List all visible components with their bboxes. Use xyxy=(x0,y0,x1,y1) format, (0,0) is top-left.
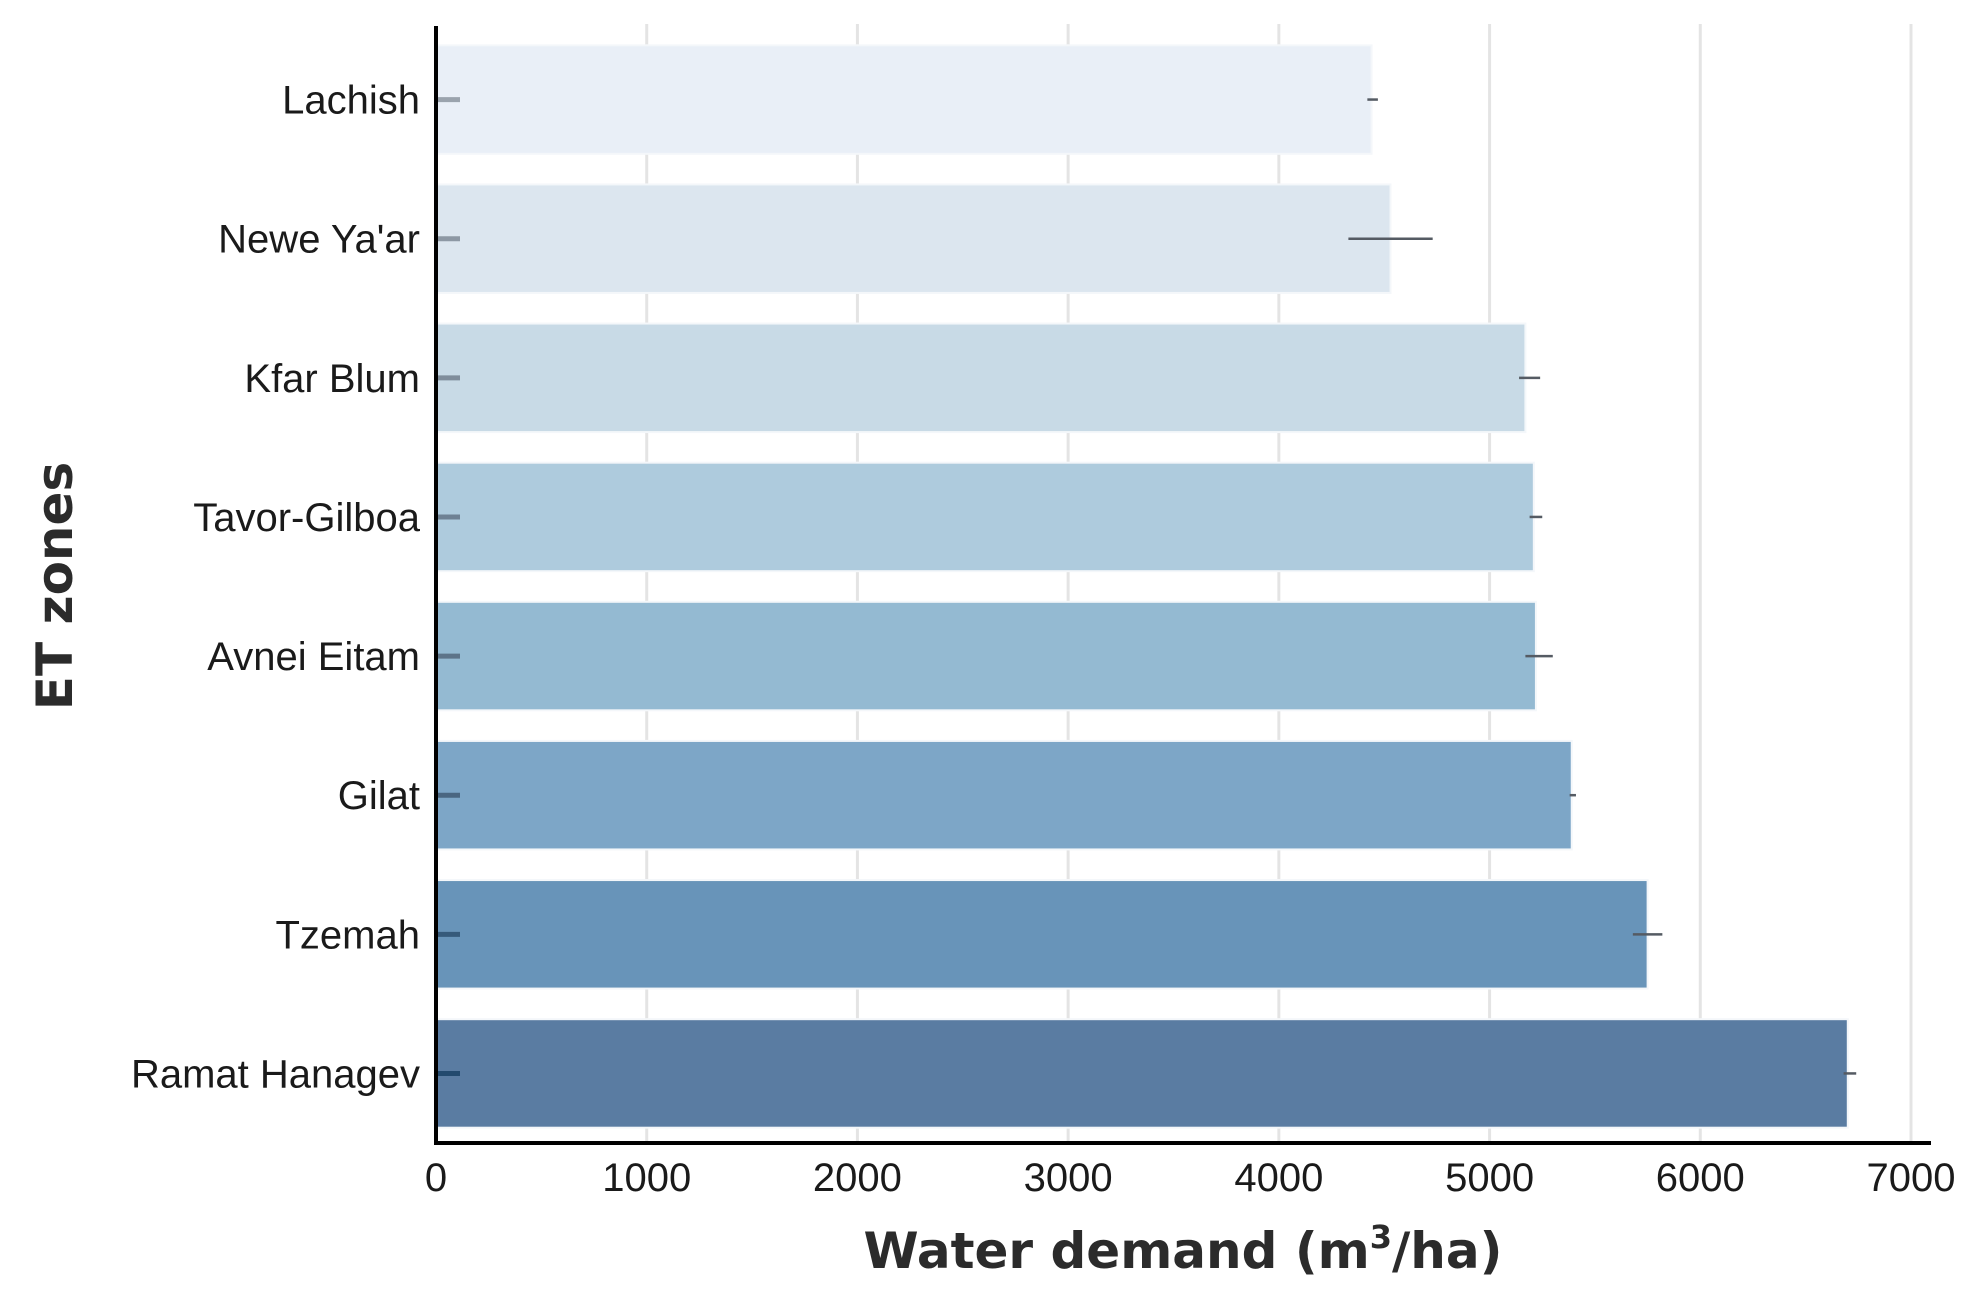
bars xyxy=(435,44,1849,1129)
y-tick-label: Tzemah xyxy=(276,913,421,957)
bar xyxy=(435,183,1392,294)
bar xyxy=(435,1018,1849,1129)
y-ticks xyxy=(436,97,460,1076)
x-tick-label: 5000 xyxy=(1445,1156,1534,1200)
x-tick-label: 6000 xyxy=(1656,1156,1745,1200)
bar xyxy=(435,322,1527,434)
x-tick-label: 4000 xyxy=(1234,1156,1323,1200)
x-tick-label: 0 xyxy=(425,1156,447,1200)
bar xyxy=(435,461,1535,573)
bar xyxy=(435,879,1649,990)
y-tick-label: Kfar Blum xyxy=(244,357,420,401)
bar xyxy=(435,739,1573,851)
x-tick-label: 3000 xyxy=(1024,1156,1113,1200)
x-tick-label: 1000 xyxy=(602,1156,691,1200)
y-tick-label: Ramat Hanagev xyxy=(131,1052,420,1096)
x-tick-label: 7000 xyxy=(1867,1156,1956,1200)
x-axis-title: Water demand (m3/ha) xyxy=(864,1218,1503,1280)
x-tick-label: 2000 xyxy=(813,1156,902,1200)
y-tick-label: Newe Ya'ar xyxy=(218,218,420,262)
y-tick-label: Gilat xyxy=(338,774,420,818)
y-tick-label: Tavor-Gilboa xyxy=(193,496,421,540)
y-axis-title: ET zones xyxy=(26,462,84,710)
y-tick-label: Lachish xyxy=(282,79,420,123)
bar xyxy=(435,600,1537,712)
y-tick-labels: Lachish Newe Ya'ar Kfar Blum Tavor-Gilboa Av… xyxy=(131,79,421,1097)
error-bars xyxy=(1348,98,1857,1075)
y-tick-label: Avnei Eitam xyxy=(207,635,420,679)
x-tick-labels: 0 1000 2000 3000 4000 5000 6000 7000 xyxy=(425,1156,1956,1200)
bar xyxy=(435,44,1373,155)
